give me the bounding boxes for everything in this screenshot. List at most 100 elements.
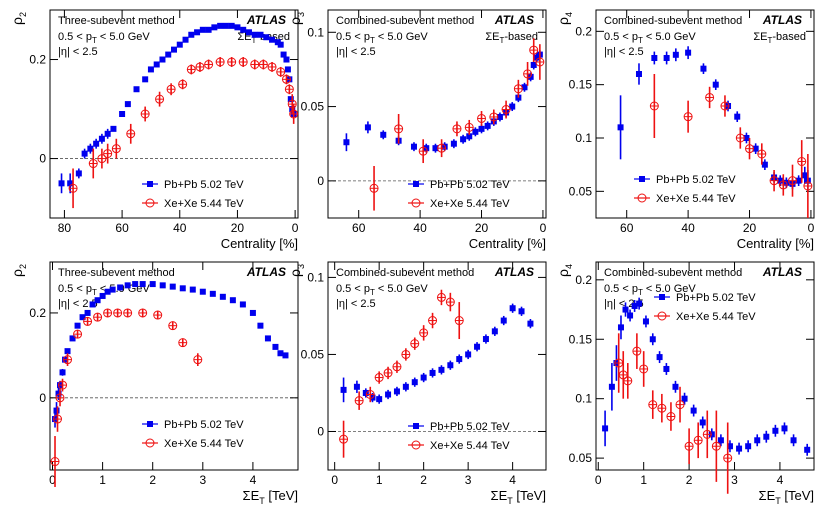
x-tick-label: 2 xyxy=(686,473,693,487)
basis-text: ΣE xyxy=(753,31,767,43)
data-point xyxy=(410,143,417,150)
pt-range-label: 0.5 < pT < 5.0 GeV xyxy=(336,31,428,45)
data-point xyxy=(74,322,81,329)
x-tick-label: 2 xyxy=(149,473,156,487)
x-tick-label: 80 xyxy=(58,221,72,235)
data-point xyxy=(228,22,235,29)
pt-range-text: 0.5 < p xyxy=(58,283,92,295)
data-point xyxy=(617,124,624,131)
basis-subscript: T xyxy=(767,36,772,45)
x-tick-label: 4 xyxy=(777,473,784,487)
y-axis-label-subscript: 4 xyxy=(564,264,574,269)
data-point xyxy=(772,427,779,434)
data-point xyxy=(521,84,528,91)
data-point xyxy=(104,130,111,137)
y-axis-label-subscript: 4 xyxy=(564,12,574,17)
data-point xyxy=(353,383,360,390)
basis-tail: -based xyxy=(504,31,538,43)
data-point xyxy=(763,433,770,440)
data-point xyxy=(182,36,189,43)
data-point xyxy=(681,395,688,402)
legend-marker-circle xyxy=(145,198,155,208)
y-axis-label: ρ3 xyxy=(287,12,306,25)
legend: Pb+Pb 5.02 TeV Xe+Xe 5.44 TeV xyxy=(142,419,244,450)
legend-label: Pb+Pb 5.02 TeV xyxy=(164,179,244,191)
y-tick-label: 0.1 xyxy=(307,25,324,39)
data-point xyxy=(89,301,96,308)
data-point xyxy=(159,56,166,63)
data-point xyxy=(472,128,479,135)
y-tick-label: 0.2 xyxy=(29,306,46,320)
x-tick-label: 3 xyxy=(731,473,738,487)
legend-label: Pb+Pb 5.02 TeV xyxy=(164,419,244,431)
basis-text: ΣE xyxy=(485,31,499,43)
data-point xyxy=(55,390,62,397)
pt-range-subscript: T xyxy=(638,36,643,45)
data-point xyxy=(153,61,160,68)
data-point xyxy=(81,150,88,157)
data-point xyxy=(790,437,797,444)
data-point xyxy=(656,354,663,361)
y-axis-label: ρ2 xyxy=(9,264,28,277)
pt-range-tail: < 5.0 GeV xyxy=(97,31,151,43)
x-tick-label: 0 xyxy=(331,473,338,487)
experiment-label: ATLAS xyxy=(494,13,534,27)
x-axis-label-main: Centrality [%] xyxy=(737,236,814,251)
x-tick-label: 3 xyxy=(465,473,472,487)
data-point xyxy=(627,312,634,319)
y-tick-label: 0.05 xyxy=(569,451,593,465)
y-axis-label: ρ2 xyxy=(9,12,28,25)
data-point xyxy=(685,49,692,56)
pt-range-label: 0.5 < pT < 5.0 GeV xyxy=(604,31,696,45)
data-point xyxy=(188,31,195,38)
data-point xyxy=(761,161,768,168)
data-point xyxy=(58,180,65,187)
y-tick-label: 0 xyxy=(317,174,324,188)
data-point xyxy=(98,135,105,142)
legend-label: Xe+Xe 5.44 TeV xyxy=(430,198,510,210)
y-tick-label: 0.2 xyxy=(575,273,592,287)
data-point xyxy=(239,301,246,308)
data-point xyxy=(380,131,387,138)
x-tick-label: 20 xyxy=(743,221,757,235)
data-point xyxy=(194,29,201,36)
legend-label: Pb+Pb 5.02 TeV xyxy=(656,174,736,186)
pt-range-tail: < 5.0 GeV xyxy=(375,283,429,295)
data-point xyxy=(219,293,226,300)
data-point xyxy=(420,374,427,381)
data-point xyxy=(795,177,802,184)
series-xexe xyxy=(369,38,545,211)
experiment-label: ATLAS xyxy=(762,13,802,27)
data-point xyxy=(743,135,750,141)
data-point xyxy=(530,61,537,68)
method-label: Combined-subevent method xyxy=(336,15,474,27)
data-point xyxy=(385,391,392,398)
x-tick-label: 0 xyxy=(292,221,299,235)
legend-marker-square xyxy=(147,421,153,427)
data-point xyxy=(717,437,724,444)
legend: Pb+Pb 5.02 TeV Xe+Xe 5.44 TeV xyxy=(634,174,736,205)
data-point xyxy=(754,437,761,444)
x-axis-label-main: ΣE xyxy=(243,488,260,503)
legend-label: Pb+Pb 5.02 TeV xyxy=(430,421,510,433)
data-point xyxy=(411,379,418,386)
data-point xyxy=(179,285,186,292)
data-point xyxy=(635,71,642,77)
data-point xyxy=(263,34,270,41)
data-point xyxy=(94,297,101,304)
data-point xyxy=(447,362,454,369)
y-tick-label: 0 xyxy=(39,152,46,166)
legend: Pb+Pb 5.02 TeV Xe+Xe 5.44 TeV xyxy=(654,292,756,323)
y-axis-label-symbol: ρ xyxy=(287,269,303,277)
data-point xyxy=(283,56,290,63)
x-tick-label: 0 xyxy=(595,473,602,487)
y-axis-label-symbol: ρ xyxy=(555,17,571,25)
data-point xyxy=(171,46,177,53)
data-point xyxy=(133,86,140,93)
x-axis-label-subscript: T xyxy=(259,496,265,506)
y-axis-label-symbol: ρ xyxy=(287,17,303,25)
data-point xyxy=(651,55,658,61)
